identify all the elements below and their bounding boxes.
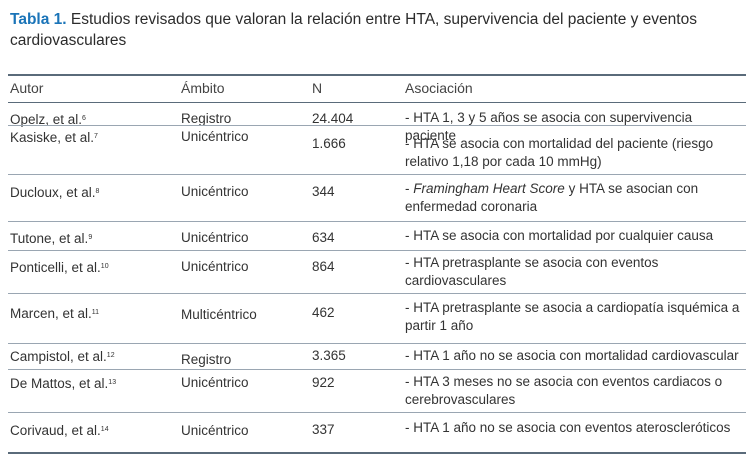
n-cell: 3.365 — [312, 348, 346, 363]
scope-cell: Unicéntrico — [181, 375, 249, 390]
n-cell: 922 — [312, 375, 335, 390]
header-asociacion: Asociación — [405, 80, 473, 96]
scope-cell: Unicéntrico — [181, 129, 249, 144]
n-cell: 864 — [312, 259, 335, 274]
author-cell: Kasiske, et al.7 — [10, 128, 98, 147]
author-name: De Mattos, et al. — [10, 376, 109, 391]
table-top-rule — [8, 74, 746, 76]
author-cell: Opelz, et al.6 — [10, 110, 86, 129]
association-text-pre: - HTA 1 año no se asocia con mortalidad … — [405, 348, 739, 363]
author-name: Opelz, et al. — [10, 112, 83, 127]
table-row: Marcen, et al.11 Multicéntrico 462 - HTA pr… — [8, 294, 746, 344]
row-separator — [8, 174, 746, 175]
table-bottom-rule — [8, 452, 746, 454]
table-row: Corivaud, et al.14 Unicéntrico 337 - HTA 1 … — [8, 413, 746, 452]
reference-number: 10 — [100, 263, 109, 270]
n-cell: 344 — [312, 184, 335, 199]
row-separator — [8, 369, 746, 370]
reference-number: 12 — [106, 352, 115, 359]
header-n: N — [312, 80, 323, 96]
author-name: Campistol, et al. — [10, 349, 107, 364]
table-label: Tabla 1. — [10, 11, 67, 28]
row-separator — [8, 125, 746, 126]
scope-cell: Unicéntrico — [181, 259, 249, 274]
n-cell: 462 — [312, 305, 335, 320]
reference-number: 9 — [88, 234, 93, 241]
author-cell: Ducloux, et al.8 — [10, 183, 99, 202]
table-caption: Tabla 1. Estudios revisados que valoran … — [10, 9, 745, 51]
row-separator — [8, 412, 746, 413]
row-separator — [8, 293, 746, 294]
scope-cell: Unicéntrico — [181, 423, 249, 438]
table-row: Ducloux, et al.8 Unicéntrico 344 - Framingh… — [8, 175, 746, 222]
association-text-pre: - HTA 3 meses no se asocia con eventos c… — [405, 374, 723, 407]
association-text-italic: Framingham Heart Score — [413, 181, 565, 196]
reference-number: 11 — [91, 309, 100, 316]
author-cell: De Mattos, et al.13 — [10, 374, 116, 393]
author-name: Kasiske, et al. — [10, 130, 95, 145]
table-row: De Mattos, et al.13 Unicéntrico 922 - HTA 3… — [8, 370, 746, 413]
association-text-pre: - — [405, 181, 414, 196]
row-separator — [8, 250, 746, 251]
author-cell: Campistol, et al.12 — [10, 347, 115, 366]
table-row: Tutone, et al.9 Unicéntrico 634 - HTA se as… — [8, 222, 746, 251]
n-cell: 337 — [312, 422, 335, 437]
table-row: Kasiske, et al.7 Unicéntrico 1.666 - HTA se… — [8, 126, 746, 175]
reference-number: 7 — [94, 133, 98, 140]
association-cell: - HTA se asocia con mortalidad del pacie… — [405, 135, 745, 171]
association-cell: - HTA 1 año no se asocia con eventos ate… — [405, 419, 745, 437]
association-cell: - HTA 3 meses no se asocia con eventos c… — [405, 373, 745, 409]
association-cell: - HTA 1, 3 y 5 años se asocia con superv… — [405, 109, 745, 145]
author-name: Tutone, et al. — [10, 231, 89, 246]
scope-cell: Multicéntrico — [181, 307, 257, 322]
scope-cell: Registro — [181, 352, 232, 367]
reference-number: 14 — [100, 426, 109, 433]
reference-number: 8 — [95, 188, 100, 195]
association-text-post: y HTA se asocian con enfermedad coronari… — [405, 181, 699, 214]
association-cell: - HTA pretrasplante se asocia a cardiopa… — [405, 299, 745, 335]
author-name: Ponticelli, et al. — [10, 260, 101, 275]
association-cell: - HTA se asocia con mortalidad por cualq… — [405, 227, 745, 245]
header-rule — [8, 102, 746, 103]
author-name: Marcen, et al. — [10, 306, 92, 321]
n-cell: 634 — [312, 230, 335, 245]
row-separator — [8, 221, 746, 222]
reference-number: 13 — [108, 379, 117, 386]
n-cell: 24.404 — [312, 111, 354, 126]
association-text-pre: - HTA se asocia con mortalidad por cualq… — [405, 228, 714, 243]
n-cell: 1.666 — [312, 136, 346, 151]
reference-number: 6 — [82, 115, 86, 122]
author-cell: Ponticelli, et al.10 — [10, 258, 109, 277]
author-name: Ducloux, et al. — [10, 185, 96, 200]
table-title: Estudios revisados que valoran la relaci… — [10, 11, 697, 49]
author-cell: Marcen, et al.11 — [10, 304, 99, 323]
header-ambito: Ámbito — [181, 80, 225, 96]
scope-cell: Registro — [181, 111, 232, 126]
association-cell: - HTA 1 año no se asocia con mortalidad … — [405, 347, 745, 365]
header-autor: Autor — [10, 80, 44, 96]
author-name: Corivaud, et al. — [10, 423, 101, 438]
association-text-pre: - HTA pretrasplante se asocia a cardiopa… — [405, 300, 740, 333]
author-cell: Corivaud, et al.14 — [10, 421, 109, 440]
table-row: Ponticelli, et al.10 Unicéntrico 864 - HTA … — [8, 251, 746, 294]
association-text-pre: - HTA pretrasplante se asocia con evento… — [405, 255, 659, 288]
row-separator — [8, 343, 746, 344]
association-text-pre: - HTA 1 año no se asocia con eventos ate… — [405, 420, 731, 435]
scope-cell: Unicéntrico — [181, 184, 249, 199]
scope-cell: Unicéntrico — [181, 230, 249, 245]
table-row: Opelz, et al.6 Registro 24.404 - HTA 1, 3 y… — [8, 103, 746, 143]
author-cell: Tutone, et al.9 — [10, 229, 92, 248]
association-text-pre: - HTA 1, 3 y 5 años se asocia con superv… — [405, 110, 693, 143]
association-cell: - Framingham Heart Score y HTA se asocia… — [405, 180, 745, 216]
association-cell: - HTA pretrasplante se asocia con evento… — [405, 254, 745, 290]
association-text-pre: - HTA se asocia con mortalidad del pacie… — [405, 136, 714, 169]
table-row: Campistol, et al.12 Registro 3.365 - HTA 1 … — [8, 344, 746, 370]
